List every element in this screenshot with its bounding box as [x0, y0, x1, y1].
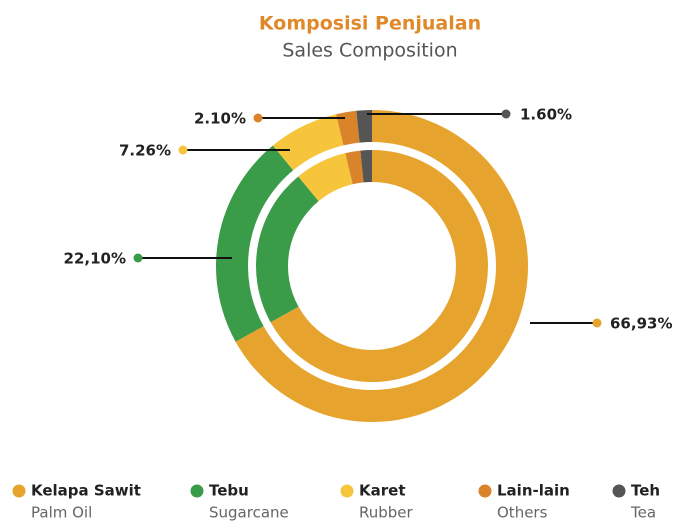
outer-slice: [215, 145, 294, 342]
outer-slice: [336, 110, 360, 146]
legend-label: Lain-lain: [497, 482, 570, 500]
inner-slice: [360, 150, 372, 183]
data-label: 1.60%: [520, 106, 572, 124]
outer-slice: [272, 114, 344, 171]
leader-dot: [133, 253, 143, 263]
legend-label: Tebu: [209, 482, 249, 500]
inner-slice: [270, 150, 488, 383]
legend-swatch: [190, 484, 204, 498]
legend-translation: Rubber: [359, 504, 414, 522]
outer-slice: [356, 110, 372, 143]
legend-translation: Tea: [630, 504, 656, 522]
data-label: 7.26%: [119, 142, 171, 160]
legend-swatch: [12, 484, 26, 498]
data-label: 22,10%: [64, 250, 126, 268]
legend-swatch: [478, 484, 492, 498]
legend-label: Kelapa Sawit: [31, 482, 141, 500]
inner-slice: [255, 176, 319, 323]
leader-dot: [178, 145, 188, 155]
leader-dot: [592, 318, 602, 328]
legend-translation: Others: [497, 504, 548, 522]
chart-subtitle: Sales Composition: [282, 40, 457, 62]
legend-swatch: [340, 484, 354, 498]
data-label: 66,93%: [610, 315, 672, 333]
legend-label: Teh: [631, 482, 660, 500]
inner-slice: [298, 153, 353, 202]
legend-translation: Sugarcane: [209, 504, 289, 522]
legend-label: Karet: [359, 482, 406, 500]
legend-swatch: [612, 484, 626, 498]
leader-dot: [501, 109, 511, 119]
chart-title: Komposisi Penjualan: [259, 13, 481, 35]
data-label: 2.10%: [194, 110, 246, 128]
legend-translation: Palm Oil: [31, 504, 92, 522]
inner-slice: [345, 150, 364, 185]
leader-dot: [253, 113, 263, 123]
